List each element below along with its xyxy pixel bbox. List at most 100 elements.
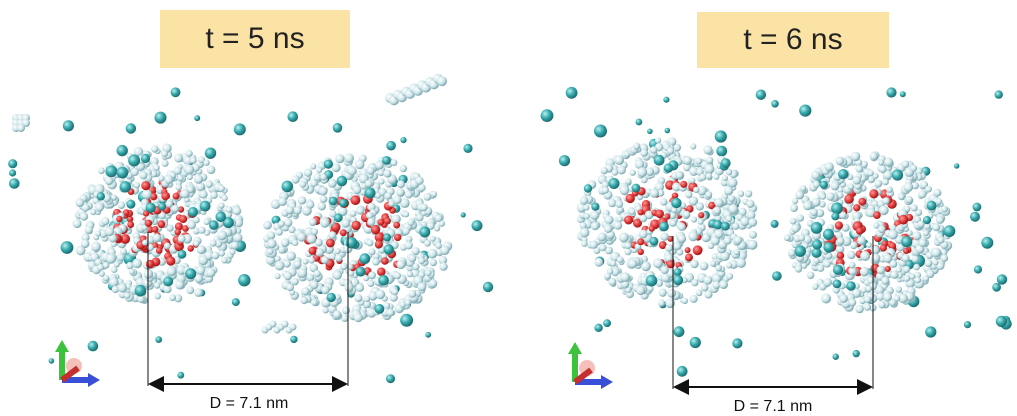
shell-atom <box>301 287 309 295</box>
ion <box>654 155 665 166</box>
shell-atom <box>817 265 824 272</box>
shell-atom <box>608 278 616 286</box>
shell-atom <box>866 286 872 292</box>
shell-atom <box>430 236 436 242</box>
shell-atom <box>267 248 273 254</box>
ion <box>671 198 681 208</box>
shell-atom <box>321 256 329 264</box>
shell-atom <box>795 191 804 200</box>
shell-atom <box>683 211 690 218</box>
shell-atom <box>291 278 299 286</box>
shell-atom <box>364 296 370 302</box>
ion <box>188 207 198 217</box>
chain-atom <box>270 321 277 328</box>
ion <box>128 155 140 167</box>
ion <box>135 285 147 297</box>
shell-atom <box>428 249 438 259</box>
shell-atom <box>278 197 287 206</box>
shell-atom <box>857 236 866 245</box>
ion <box>324 160 333 169</box>
shell-atom <box>284 219 292 227</box>
shell-atom <box>276 229 283 236</box>
ion <box>386 374 395 383</box>
ion <box>346 237 358 249</box>
shell-atom <box>890 271 898 279</box>
shell-atom <box>864 296 871 303</box>
shell-atom <box>118 201 126 209</box>
ion <box>117 167 129 179</box>
shell-atom <box>653 258 663 268</box>
core-atom <box>340 229 347 236</box>
shell-atom <box>726 262 732 268</box>
ion <box>425 332 431 338</box>
core-atom <box>141 181 150 190</box>
shell-atom <box>315 248 324 257</box>
ion <box>650 237 659 246</box>
core-atom <box>649 226 655 232</box>
shell-atom <box>690 295 698 303</box>
ion <box>356 267 366 277</box>
shell-atom <box>424 240 431 247</box>
shell-atom <box>405 191 413 199</box>
ion <box>290 336 297 343</box>
shell-atom <box>839 294 848 303</box>
core-atom <box>853 204 860 211</box>
shell-atom <box>937 236 944 243</box>
shell-atom <box>342 306 350 314</box>
shell-atom <box>153 165 159 171</box>
shell-atom <box>820 194 826 200</box>
shell-atom <box>637 167 647 177</box>
ion <box>833 265 843 275</box>
shell-atom <box>429 279 437 287</box>
shell-atom <box>926 270 935 279</box>
shell-atom <box>667 147 674 154</box>
shell-atom <box>904 182 914 192</box>
ion <box>327 293 336 302</box>
shell-atom <box>105 227 114 236</box>
ion <box>384 244 394 254</box>
shell-atom <box>233 233 242 242</box>
shell-atom <box>407 271 413 277</box>
distance-label: D = 7.1 nm <box>734 398 813 415</box>
ion <box>282 181 294 193</box>
shell-atom <box>97 264 104 271</box>
shell-atom <box>294 207 302 215</box>
ion <box>716 146 727 157</box>
shell-atom <box>161 150 168 157</box>
shell-atom <box>356 284 364 292</box>
ion <box>886 87 896 97</box>
ion <box>209 220 219 230</box>
shell-atom <box>400 165 407 172</box>
shell-atom <box>847 251 855 259</box>
ion <box>337 176 348 187</box>
shell-atom <box>691 279 698 286</box>
shell-atom <box>193 240 199 246</box>
shell-atom <box>355 294 363 302</box>
shell-atom <box>688 231 698 241</box>
ion <box>970 212 980 222</box>
shell-atom <box>335 254 343 262</box>
ion <box>995 90 1003 98</box>
shell-atom <box>902 254 910 262</box>
shell-atom <box>307 234 317 244</box>
ion <box>831 212 839 220</box>
shell-atom <box>617 166 626 175</box>
shell-atom <box>821 294 831 304</box>
core-atom <box>375 240 383 248</box>
core-atom <box>127 221 134 228</box>
ion <box>120 181 131 192</box>
shell-atom <box>124 293 130 299</box>
shell-atom <box>690 260 699 269</box>
shell-atom <box>166 200 173 207</box>
ion <box>400 137 406 143</box>
shell-atom <box>905 196 912 203</box>
shell-atom <box>218 185 225 192</box>
shell-atom <box>302 258 308 264</box>
ion <box>647 129 653 135</box>
shell-atom <box>902 160 910 168</box>
shell-atom <box>367 239 374 246</box>
shell-atom <box>659 289 667 297</box>
shell-atom <box>391 159 398 166</box>
ion <box>594 324 602 332</box>
shell-atom <box>851 152 861 162</box>
